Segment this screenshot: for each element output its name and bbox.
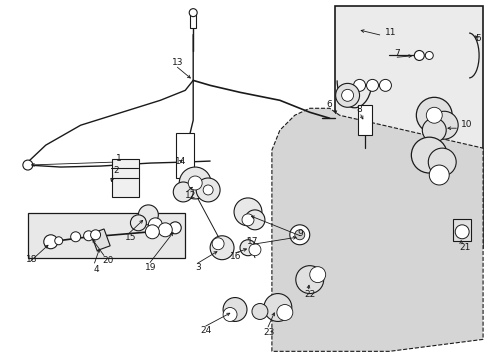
Text: 21: 21 <box>458 243 469 252</box>
Circle shape <box>189 9 197 17</box>
Circle shape <box>366 80 378 91</box>
Circle shape <box>242 214 253 226</box>
Circle shape <box>196 178 220 202</box>
Text: 8: 8 <box>356 105 362 114</box>
Bar <box>176 133 194 177</box>
Text: 22: 22 <box>304 290 315 299</box>
Text: 2: 2 <box>113 166 119 175</box>
Text: 9: 9 <box>296 229 302 238</box>
Circle shape <box>188 176 202 190</box>
Circle shape <box>410 137 447 173</box>
Text: 23: 23 <box>263 328 274 337</box>
Text: 17: 17 <box>246 237 258 246</box>
Text: 16: 16 <box>229 252 241 261</box>
Circle shape <box>335 84 359 107</box>
Circle shape <box>83 231 93 241</box>
Circle shape <box>90 230 101 240</box>
Circle shape <box>429 111 457 139</box>
Circle shape <box>179 167 211 199</box>
Text: 12: 12 <box>185 192 196 201</box>
Text: 1: 1 <box>115 154 121 163</box>
Circle shape <box>309 267 325 283</box>
Text: 4: 4 <box>93 265 99 274</box>
Text: 14: 14 <box>175 157 186 166</box>
Circle shape <box>415 97 451 133</box>
Bar <box>357 105 371 135</box>
Circle shape <box>379 80 390 91</box>
Circle shape <box>240 240 255 256</box>
Circle shape <box>248 244 261 256</box>
Circle shape <box>148 218 162 232</box>
Circle shape <box>234 198 262 226</box>
Polygon shape <box>28 213 185 258</box>
Polygon shape <box>271 108 482 351</box>
Circle shape <box>173 182 193 202</box>
Text: 24: 24 <box>200 326 211 335</box>
Circle shape <box>428 165 448 185</box>
Polygon shape <box>334 6 482 248</box>
Text: 11: 11 <box>384 28 395 37</box>
Circle shape <box>44 235 58 249</box>
Circle shape <box>223 307 237 321</box>
Text: 20: 20 <box>102 256 114 265</box>
Text: 13: 13 <box>172 58 183 67</box>
Circle shape <box>353 80 365 91</box>
Circle shape <box>223 298 246 321</box>
Circle shape <box>145 225 159 239</box>
Circle shape <box>425 51 432 59</box>
Circle shape <box>71 232 81 242</box>
Circle shape <box>158 223 172 237</box>
Circle shape <box>203 185 213 195</box>
Circle shape <box>295 266 323 293</box>
Circle shape <box>341 89 353 101</box>
Text: 7: 7 <box>394 49 399 58</box>
Text: 18: 18 <box>26 255 37 264</box>
Text: 5: 5 <box>474 34 480 43</box>
Bar <box>452 219 470 241</box>
Circle shape <box>413 50 424 60</box>
Circle shape <box>244 210 264 230</box>
Bar <box>190 14 196 28</box>
Text: 15: 15 <box>124 233 136 242</box>
Circle shape <box>276 305 292 320</box>
Circle shape <box>289 225 309 245</box>
Circle shape <box>294 230 304 240</box>
Circle shape <box>426 107 441 123</box>
Bar <box>111 159 139 197</box>
Text: 19: 19 <box>145 263 157 272</box>
Circle shape <box>55 237 62 245</box>
Circle shape <box>427 148 455 176</box>
Circle shape <box>210 236 234 260</box>
Circle shape <box>130 215 146 231</box>
Circle shape <box>212 238 224 250</box>
Circle shape <box>422 118 446 142</box>
Text: 3: 3 <box>195 263 201 272</box>
Text: 6: 6 <box>325 100 331 109</box>
Circle shape <box>169 222 181 234</box>
Circle shape <box>264 293 291 321</box>
Circle shape <box>23 160 33 170</box>
Circle shape <box>138 205 158 225</box>
Text: 10: 10 <box>460 120 472 129</box>
Circle shape <box>454 225 468 239</box>
Bar <box>91 229 110 251</box>
Circle shape <box>251 303 267 319</box>
